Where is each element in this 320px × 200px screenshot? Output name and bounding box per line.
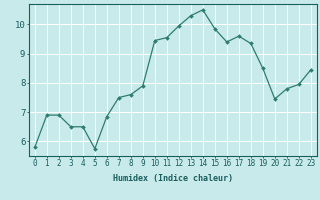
X-axis label: Humidex (Indice chaleur): Humidex (Indice chaleur) bbox=[113, 174, 233, 183]
